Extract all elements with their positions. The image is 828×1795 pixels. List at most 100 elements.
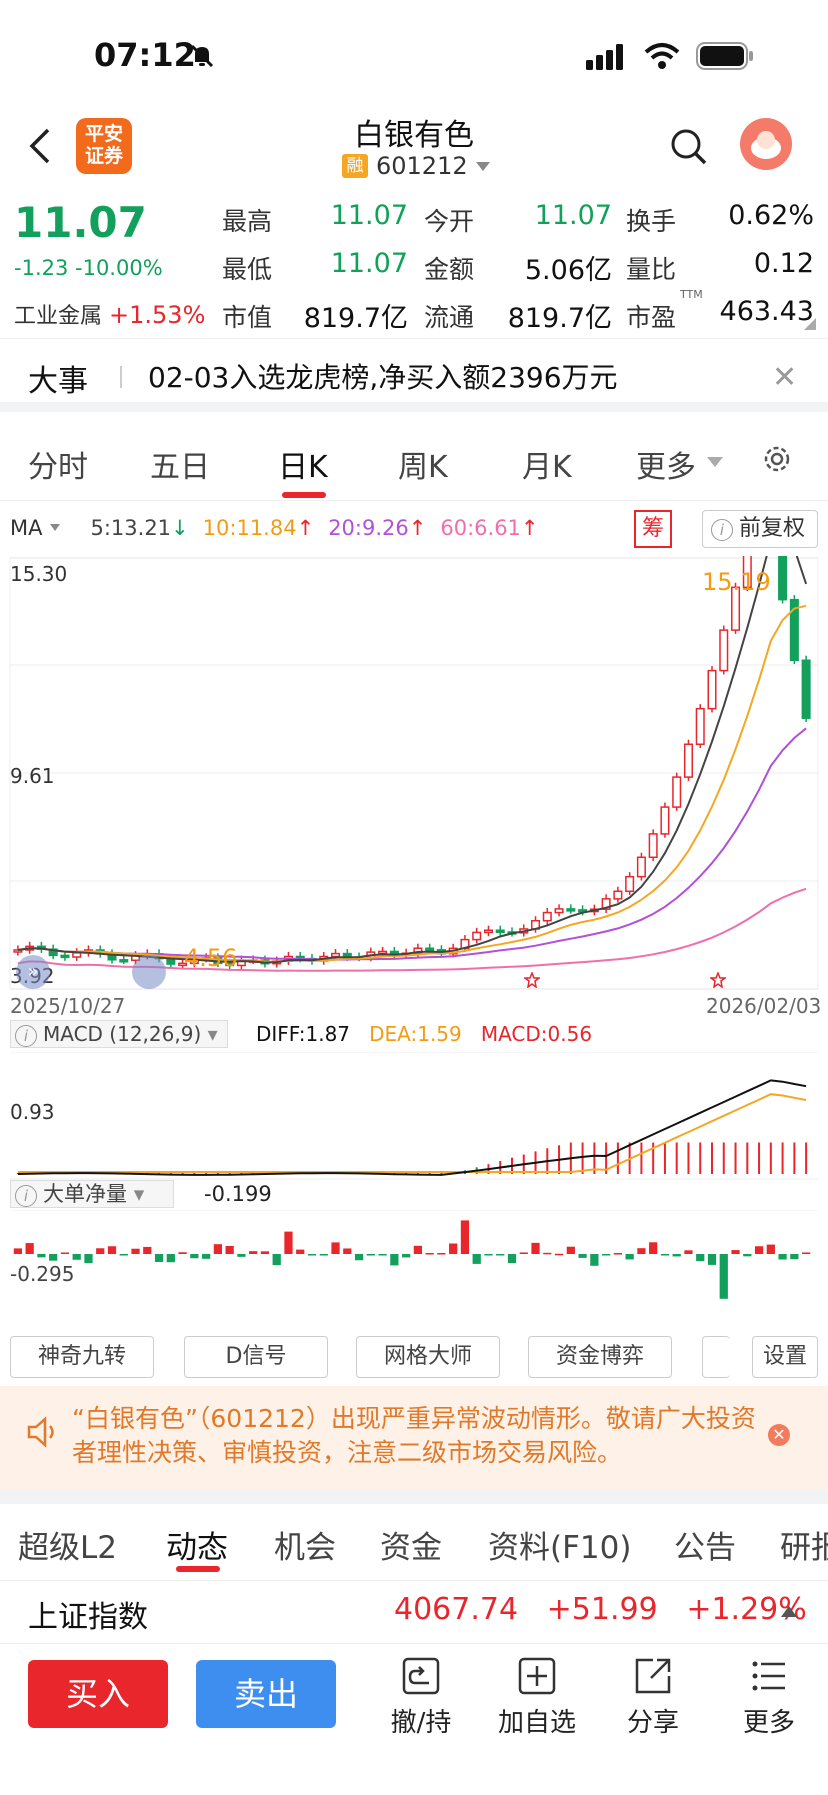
candle — [566, 908, 576, 912]
macd-dea: DEA:1.59 — [369, 1022, 462, 1046]
cancel-hold-button[interactable]: 撤/持 — [376, 1656, 466, 1739]
big-order-bar — [296, 1249, 305, 1254]
big-order-chart[interactable] — [0, 1210, 828, 1330]
quote-value: 0.62% — [728, 200, 814, 231]
add-watchlist-button[interactable]: 加自选 — [492, 1656, 582, 1739]
tab-news[interactable]: 动态 — [166, 1530, 228, 1566]
quote-label: 换手 — [626, 207, 677, 236]
macd-selector[interactable]: i MACD (12,26,9) ▾ — [10, 1020, 228, 1048]
big-order-bar — [284, 1231, 293, 1254]
speaker-icon — [27, 1416, 54, 1448]
candle — [636, 856, 646, 878]
quote-value: 819.7亿 — [303, 303, 408, 334]
ma10-line — [17, 604, 807, 963]
candle — [719, 629, 729, 672]
big-order-bar — [449, 1243, 458, 1254]
sell-button[interactable]: 卖出 — [196, 1660, 336, 1728]
tab-opportunity[interactable]: 机会 — [274, 1530, 336, 1566]
event-marker-icon[interactable] — [710, 972, 726, 988]
tab-weekly-k[interactable]: 周K — [398, 450, 448, 485]
avatar[interactable] — [740, 118, 792, 170]
big-order-bar — [260, 1251, 270, 1254]
price-change: -1.23 -10.00% — [14, 256, 163, 280]
tool-grid-master[interactable]: 网格大师 — [356, 1336, 500, 1378]
tab-announcements[interactable]: 公告 — [674, 1530, 736, 1566]
macd-chart[interactable] — [0, 1052, 828, 1180]
share-button[interactable]: 分享 — [608, 1656, 698, 1739]
big-order-bar — [331, 1242, 340, 1254]
scroll-left-icon[interactable]: » — [16, 955, 50, 989]
quote-label: 最低 — [222, 255, 273, 284]
tool-nine-turn[interactable]: 神奇九转 — [10, 1336, 154, 1378]
big-order-bar — [672, 1254, 681, 1257]
candle — [648, 833, 658, 859]
big-order-bar — [531, 1242, 540, 1254]
back-icon[interactable] — [22, 122, 62, 170]
chevron-down-icon — [475, 161, 490, 171]
search-icon[interactable] — [668, 126, 708, 166]
corner-expand-icon[interactable] — [804, 318, 816, 330]
tab-monthly-k[interactable]: 月K — [522, 450, 572, 485]
index-value: 4067.74 — [394, 1592, 519, 1627]
tab-underline — [176, 1566, 220, 1572]
big-order-bar — [484, 1254, 493, 1256]
big-order-tick: -0.295 — [10, 1262, 75, 1286]
quote-label: 流通 — [424, 303, 475, 332]
adjustment-toggle[interactable]: i 前复权 — [702, 510, 818, 548]
big-order-bar — [354, 1254, 364, 1261]
big-order-bar — [107, 1246, 117, 1254]
big-order-bar — [366, 1254, 375, 1256]
reset-view-icon[interactable] — [132, 955, 166, 989]
big-order-selector[interactable]: i 大单净量 ▾ — [10, 1180, 174, 1208]
buy-button[interactable]: 买入 — [28, 1660, 168, 1728]
candle — [483, 929, 493, 934]
tab-research[interactable]: 研报 — [780, 1530, 828, 1566]
event-marker-icon[interactable] — [524, 972, 540, 988]
big-order-bar — [743, 1254, 752, 1257]
big-order-bar — [719, 1254, 728, 1299]
current-price: 11.07 — [14, 198, 147, 247]
tab-more[interactable]: 更多 — [636, 450, 696, 485]
big-order-bar — [637, 1248, 646, 1254]
divider — [0, 1490, 828, 1504]
tool-settings[interactable]: 设置 — [752, 1336, 818, 1378]
ma-legend[interactable]: MA 5:13.21 ↓ 10:11.84 ↑ 20:9.26 ↑ 60:6.6… — [10, 516, 539, 540]
big-order-bar — [237, 1254, 246, 1257]
tool-d-signal[interactable]: D信号 — [184, 1336, 328, 1378]
big-order-bar — [225, 1245, 234, 1254]
big-order-bar — [143, 1246, 152, 1254]
close-icon[interactable]: ✕ — [768, 1424, 790, 1446]
tool-fund-game[interactable]: 资金博弈 — [528, 1336, 672, 1378]
tab-research-clip[interactable]: 研报 — [780, 1522, 828, 1566]
candle — [672, 776, 682, 808]
kline-chart[interactable] — [0, 556, 828, 1016]
tab-intraday[interactable]: 分时 — [28, 450, 88, 485]
sector-info[interactable]: 工业金属 +1.53% — [14, 298, 205, 330]
event-text[interactable]: 02-03入选龙虎榜,净买入额2396万元 — [148, 361, 618, 394]
event-bar[interactable] — [0, 338, 828, 412]
macd-label: MACD (12,26,9) — [43, 1022, 202, 1046]
more-button[interactable]: 更多 — [724, 1656, 814, 1739]
big-order-bar — [190, 1254, 199, 1259]
macd-diff: DIFF:1.87 — [256, 1022, 351, 1046]
stock-code-selector[interactable]: 融 601212 — [342, 152, 490, 180]
info-icon: i — [15, 1185, 37, 1207]
tab-super-l2[interactable]: 超级L2 — [18, 1530, 117, 1566]
big-order-bar — [731, 1250, 740, 1254]
menu-icon — [752, 1661, 785, 1691]
divider — [0, 500, 828, 501]
chevron-up-icon[interactable] — [780, 1604, 798, 1618]
big-order-bar — [249, 1251, 258, 1254]
tab-daily-k[interactable]: 日K — [278, 450, 328, 485]
chip-distribution-button[interactable]: 筹 — [634, 510, 672, 548]
big-order-bar — [613, 1253, 622, 1255]
macd-values: DIFF:1.87 DEA:1.59 MACD:0.56 — [256, 1022, 592, 1046]
chevron-down-icon[interactable] — [706, 456, 724, 468]
index-ticker[interactable] — [0, 1580, 828, 1644]
tool-partial[interactable] — [702, 1336, 730, 1378]
gear-icon[interactable] — [760, 442, 794, 476]
tab-five-day[interactable]: 五日 — [150, 450, 210, 485]
tab-funds[interactable]: 资金 — [380, 1530, 442, 1566]
close-icon[interactable]: ✕ — [772, 360, 798, 395]
tab-f10[interactable]: 资料(F10) — [488, 1530, 632, 1566]
